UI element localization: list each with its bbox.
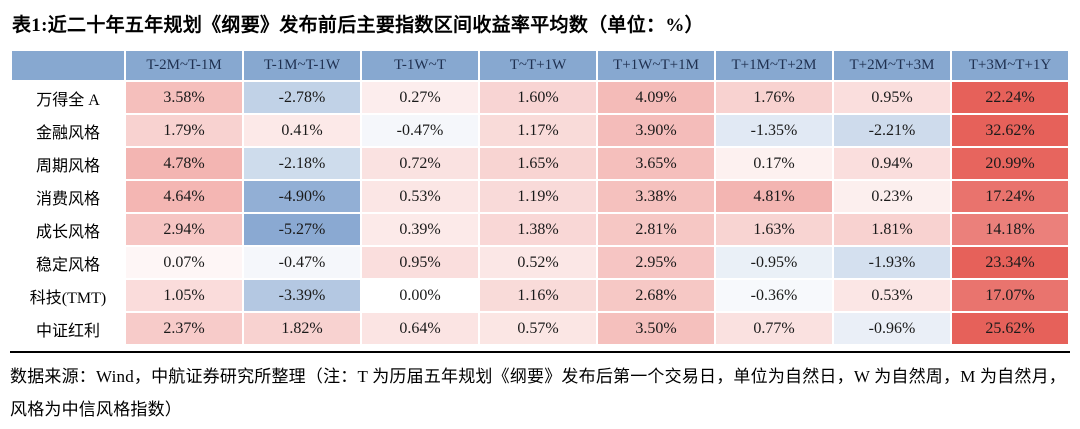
value-cell: 3.58% <box>126 82 242 113</box>
value-cell: 1.17% <box>480 115 596 146</box>
table-row: 万得全 A 3.58% -2.78% 0.27% 1.60% 4.09% 1.76% 0.95… <box>12 82 1068 113</box>
value-cell: -0.47% <box>244 247 360 278</box>
value-cell: 1.81% <box>834 214 950 245</box>
value-cell: 0.72% <box>362 148 478 179</box>
value-cell: 0.77% <box>716 313 832 344</box>
column-header: T+3M~T+1Y <box>952 51 1068 80</box>
value-cell: 1.38% <box>480 214 596 245</box>
row-label: 科技(TMT) <box>12 280 124 311</box>
table-row: 稳定风格 0.07% -0.47% 0.95% 0.52% 2.95% -0.95% -1.9… <box>12 247 1068 278</box>
row-label: 消费风格 <box>12 181 124 212</box>
value-cell: 2.81% <box>598 214 714 245</box>
value-cell: -1.93% <box>834 247 950 278</box>
row-label: 金融风格 <box>12 115 124 146</box>
value-cell: 0.41% <box>244 115 360 146</box>
value-cell: 2.94% <box>126 214 242 245</box>
value-cell: -2.21% <box>834 115 950 146</box>
value-cell: 2.68% <box>598 280 714 311</box>
value-cell: 0.95% <box>834 82 950 113</box>
value-cell: 2.37% <box>126 313 242 344</box>
column-header: T+1M~T+2M <box>716 51 832 80</box>
row-label: 中证红利 <box>12 313 124 344</box>
value-cell: -0.96% <box>834 313 950 344</box>
value-cell: -4.90% <box>244 181 360 212</box>
value-cell: 4.64% <box>126 181 242 212</box>
value-cell: 4.09% <box>598 82 714 113</box>
column-header: T+1W~T+1M <box>598 51 714 80</box>
value-cell: 1.65% <box>480 148 596 179</box>
column-header: T-1W~T <box>362 51 478 80</box>
table-row: 周期风格 4.78% -2.18% 0.72% 1.65% 3.65% 0.17% 0.94%… <box>12 148 1068 179</box>
value-cell: 4.81% <box>716 181 832 212</box>
value-cell: 1.05% <box>126 280 242 311</box>
table-body: 万得全 A 3.58% -2.78% 0.27% 1.60% 4.09% 1.76% 0.95… <box>12 82 1068 344</box>
table-row: 消费风格 4.64% -4.90% 0.53% 1.19% 3.38% 4.81% 0.23%… <box>12 181 1068 212</box>
table-row: 中证红利 2.37% 1.82% 0.64% 0.57% 3.50% 0.77% -0.96%… <box>12 313 1068 344</box>
corner-cell <box>12 51 124 80</box>
value-cell: 17.07% <box>952 280 1068 311</box>
table-header-row: T-2M~T-1M T-1M~T-1W T-1W~T T~T+1W T+1W~T+1M T… <box>12 51 1068 80</box>
value-cell: 2.95% <box>598 247 714 278</box>
value-cell: -1.35% <box>716 115 832 146</box>
row-label: 稳定风格 <box>12 247 124 278</box>
value-cell: 20.99% <box>952 148 1068 179</box>
value-cell: -0.95% <box>716 247 832 278</box>
value-cell: 0.64% <box>362 313 478 344</box>
value-cell: 0.57% <box>480 313 596 344</box>
value-cell: 3.50% <box>598 313 714 344</box>
value-cell: 32.62% <box>952 115 1068 146</box>
table-bottom-rule <box>10 351 1070 353</box>
value-cell: 0.53% <box>834 280 950 311</box>
value-cell: 0.53% <box>362 181 478 212</box>
value-cell: 1.19% <box>480 181 596 212</box>
table-row: 金融风格 1.79% 0.41% -0.47% 1.17% 3.90% -1.35% -2.2… <box>12 115 1068 146</box>
table-row: 科技(TMT) 1.05% -3.39% 0.00% 1.16% 2.68% -0.36% 0… <box>12 280 1068 311</box>
value-cell: 3.65% <box>598 148 714 179</box>
value-cell: 3.38% <box>598 181 714 212</box>
value-cell: -5.27% <box>244 214 360 245</box>
column-header: T~T+1W <box>480 51 596 80</box>
value-cell: -3.39% <box>244 280 360 311</box>
value-cell: 0.00% <box>362 280 478 311</box>
value-cell: -2.18% <box>244 148 360 179</box>
value-cell: 4.78% <box>126 148 242 179</box>
value-cell: -2.78% <box>244 82 360 113</box>
value-cell: 0.95% <box>362 247 478 278</box>
value-cell: 23.34% <box>952 247 1068 278</box>
value-cell: 25.62% <box>952 313 1068 344</box>
table-row: 成长风格 2.94% -5.27% 0.39% 1.38% 2.81% 1.63% 1.81%… <box>12 214 1068 245</box>
row-label: 万得全 A <box>12 82 124 113</box>
value-cell: 1.79% <box>126 115 242 146</box>
value-cell: 3.90% <box>598 115 714 146</box>
value-cell: -0.47% <box>362 115 478 146</box>
value-cell: 1.60% <box>480 82 596 113</box>
value-cell: 22.24% <box>952 82 1068 113</box>
column-header: T-1M~T-1W <box>244 51 360 80</box>
source-footnote: 数据来源：Wind，中航证券研究所整理（注：T 为历届五年规划《纲要》发布后第一… <box>10 367 1066 419</box>
value-cell: 0.39% <box>362 214 478 245</box>
value-cell: 0.94% <box>834 148 950 179</box>
value-cell: 1.82% <box>244 313 360 344</box>
value-cell: 14.18% <box>952 214 1068 245</box>
value-cell: 1.63% <box>716 214 832 245</box>
value-cell: 17.24% <box>952 181 1068 212</box>
value-cell: 1.76% <box>716 82 832 113</box>
value-cell: 0.17% <box>716 148 832 179</box>
value-cell: 0.23% <box>834 181 950 212</box>
value-cell: 0.07% <box>126 247 242 278</box>
value-cell: 0.27% <box>362 82 478 113</box>
value-cell: 1.16% <box>480 280 596 311</box>
column-header: T+2M~T+3M <box>834 51 950 80</box>
page-title: 表1:近二十年五年规划《纲要》发布前后主要指数区间收益率平均数（单位：%） <box>12 15 704 36</box>
returns-table: T-2M~T-1M T-1M~T-1W T-1W~T T~T+1W T+1W~T+1M T… <box>10 49 1070 346</box>
value-cell: -0.36% <box>716 280 832 311</box>
column-header: T-2M~T-1M <box>126 51 242 80</box>
value-cell: 0.52% <box>480 247 596 278</box>
row-label: 周期风格 <box>12 148 124 179</box>
row-label: 成长风格 <box>12 214 124 245</box>
